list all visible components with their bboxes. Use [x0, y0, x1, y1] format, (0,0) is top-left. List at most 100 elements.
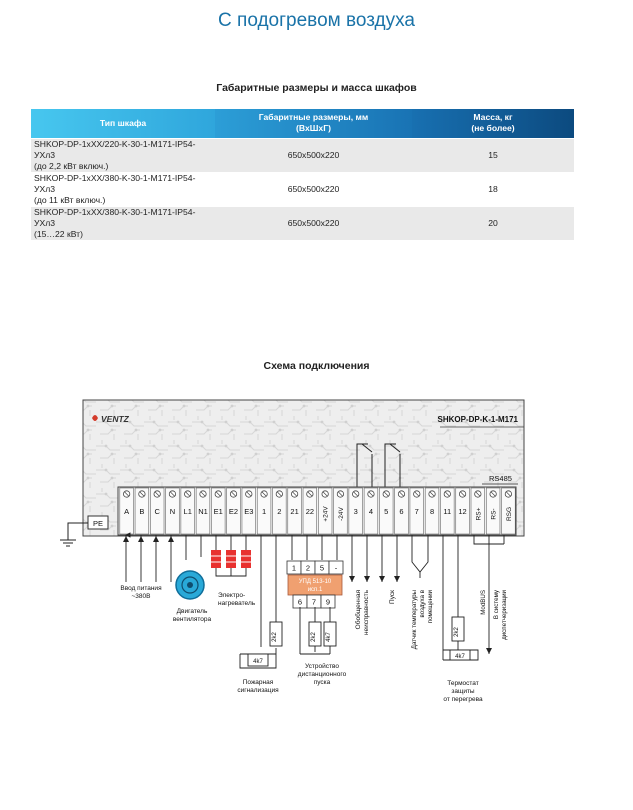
terminal-5: 5 [379, 487, 394, 535]
thermo-resistor-2k2: 2k2 [454, 627, 460, 637]
table-row: SHKOP-DP-1xXX/220-K-30-1-M171-IP54-УХл3 … [31, 137, 574, 172]
cell-type-line2: (до 2,2 кВт включ.) [34, 160, 109, 171]
terminal-label: 12 [458, 507, 466, 516]
upd-label-line1: УПД 513-10 [299, 579, 332, 585]
remote-circuit [299, 607, 337, 655]
thermostat-line1: Термостат [447, 680, 479, 687]
terminal-e1: E1 [211, 487, 226, 535]
terminal-24v: -24V [333, 487, 348, 535]
terminal-11: 11 [440, 487, 455, 535]
terminal-b: B [134, 487, 150, 535]
upd-terminal: 5 [314, 560, 330, 575]
upd-terminal-label: 7 [312, 598, 316, 607]
dispatch-line1: В систему [493, 589, 500, 619]
table-row: SHKOP-DP-1xXX/380-K-30-1-M171-IP54-УХл3 … [31, 171, 574, 206]
terminal-label: E3 [244, 507, 253, 516]
upd-terminal: 6 [292, 594, 308, 609]
terminal-label: 11 [443, 507, 451, 516]
upd-label-line2: исп.1 [308, 587, 323, 593]
power-label-line1: Ввод питания [120, 585, 162, 592]
output-wires [351, 535, 398, 582]
modbus-label: ModBUS [480, 590, 487, 615]
terminal-label: 5 [384, 507, 388, 516]
terminal-label: 21 [290, 507, 298, 516]
terminal-label: 2 [277, 507, 281, 516]
upd-terminal-label: 2 [306, 564, 310, 573]
generic-fault-line2: неисправность [363, 589, 370, 635]
terminal-label: 8 [430, 507, 434, 516]
fire-alarm-circuit [239, 535, 283, 669]
upd-terminal-label: 9 [326, 598, 330, 607]
upd-terminal-label: 1 [292, 564, 296, 573]
cell-type: SHKOP-DP-1xXX/380-K-30-1-M171-IP54-УХл3 … [31, 171, 215, 206]
terminal-label: 22 [306, 507, 314, 516]
terminal-6: 6 [394, 487, 409, 535]
generic-fault-line1: Обобщенная [354, 590, 362, 630]
cell-type-line2: (до 11 кВт включ.) [34, 194, 106, 205]
terminal-rsg: RSG [501, 487, 516, 535]
terminal-2: 2 [272, 487, 287, 535]
terminal-label: E2 [229, 507, 238, 516]
thermo-resistor-4k7: 4k7 [455, 654, 465, 660]
header-dimensions-line2: (ВхШхГ) [296, 123, 331, 134]
temp-sensor-line2: воздуха в [419, 589, 426, 617]
output-arrows [349, 576, 400, 582]
terminal-l1: L1 [180, 487, 195, 535]
upd-terminal: 2 [300, 560, 316, 575]
terminal-e3: E3 [241, 487, 256, 535]
table-header-row: Тип шкафа Габаритные размеры, мм (ВхШхГ)… [31, 109, 574, 138]
cell-mass: 20 [412, 205, 574, 240]
power-wires [125, 532, 172, 582]
header-mass-line1: Масса, кг [473, 112, 513, 123]
terminal-24v: +24V [318, 487, 333, 535]
thermostat-line2: защиты [451, 688, 475, 695]
logo-text: VENTZ [101, 414, 130, 424]
fire-resistor-4k7: 4k7 [253, 659, 263, 665]
terminal-8: 8 [424, 487, 440, 535]
start-label: Пуск [389, 590, 396, 604]
terminal-label: B [139, 507, 144, 516]
terminal-label: 3 [354, 507, 358, 516]
upd-terminal: - [328, 560, 344, 575]
terminal-rs: RS- [485, 487, 501, 535]
upd-terminal: 9 [320, 594, 336, 609]
terminal-12: 12 [455, 487, 470, 535]
header-dimensions: Габаритные размеры, мм (ВхШхГ) [215, 109, 412, 138]
remote-label-line1: Устройство [305, 662, 339, 670]
header-mass: Масса, кг (не более) [412, 109, 574, 138]
table-title: Габаритные размеры и масса шкафов [216, 82, 417, 94]
header-mass-line2: (не более) [471, 123, 515, 134]
upd-terminal: 1 [286, 560, 302, 575]
terminal-label: C [154, 507, 160, 516]
terminal-label: E1 [214, 507, 223, 516]
fire-label-line2: сигнализация [237, 687, 279, 694]
terminal-n: N [165, 487, 180, 535]
terminal-3: 3 [348, 487, 363, 535]
terminal-label: -24V [338, 506, 345, 520]
cell-type-line1: SHKOP-DP-1xXX/220-K-30-1-M171-IP54-УХл3 [34, 138, 196, 160]
remote-label-line3: пуска [314, 679, 331, 686]
terminal-c: C [150, 487, 165, 535]
terminal-label: A [124, 507, 129, 516]
terminal-a: A [119, 487, 134, 535]
cell-type-line1: SHKOP-DP-1xXX/380-K-30-1-M171-IP54-УХл3 [34, 206, 196, 228]
cell-dimensions: 650x500x220 [215, 137, 412, 172]
upd-terminal-label: 6 [298, 598, 302, 607]
diagram-title: Схема подключения [263, 360, 370, 372]
pe-label: PE [93, 519, 103, 528]
cell-mass: 15 [412, 137, 574, 172]
terminal-label: 7 [415, 507, 419, 516]
cell-type: SHKOP-DP-1xXX/220-K-30-1-M171-IP54-УХл3 … [31, 137, 215, 172]
terminal-7: 7 [409, 487, 424, 535]
fire-label-line1: Пожарная [243, 679, 274, 686]
terminal-label: N [170, 507, 175, 516]
remote-resistor-4k7: 4k7 [326, 632, 332, 642]
upd-terminal: 7 [306, 594, 322, 609]
terminal-label: 6 [399, 507, 403, 516]
power-label-line2: ~380В [132, 593, 151, 600]
header-dimensions-line1: Габаритные размеры, мм [258, 112, 369, 123]
remote-resistor-2k2: 2k2 [311, 632, 317, 642]
ventz-logo: VENTZ [92, 414, 130, 424]
terminal-4: 4 [363, 487, 379, 535]
terminal-label: 4 [369, 507, 373, 516]
